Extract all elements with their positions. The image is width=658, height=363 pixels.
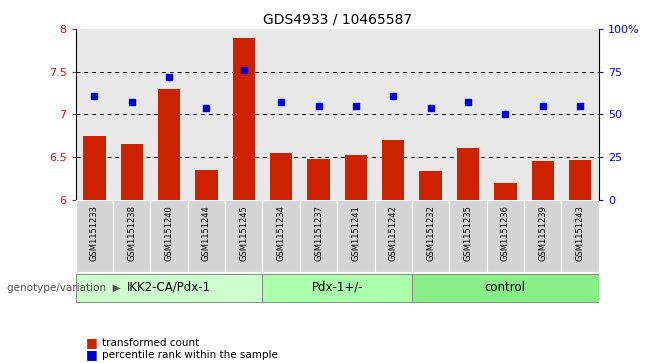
Bar: [382, 140, 405, 200]
Point: [239, 67, 249, 73]
Bar: [263, 200, 300, 272]
Bar: [113, 200, 151, 272]
Bar: [83, 136, 105, 200]
Text: Pdx-1+/-: Pdx-1+/-: [311, 281, 363, 294]
Point: [500, 111, 511, 117]
Point: [313, 103, 324, 109]
Point: [388, 93, 399, 98]
Title: GDS4933 / 10465587: GDS4933 / 10465587: [263, 12, 412, 26]
Point: [425, 105, 436, 110]
Text: GSM1151239: GSM1151239: [538, 205, 547, 261]
Text: GSM1151236: GSM1151236: [501, 205, 510, 261]
Text: GSM1151235: GSM1151235: [463, 205, 472, 261]
Bar: [345, 155, 367, 200]
Bar: [151, 200, 188, 272]
Text: GSM1151234: GSM1151234: [276, 205, 286, 261]
Bar: [338, 200, 374, 272]
Point: [351, 103, 361, 109]
Bar: [457, 148, 479, 200]
Text: ■: ■: [86, 337, 97, 350]
Point: [126, 99, 137, 105]
Text: GSM1151237: GSM1151237: [314, 205, 323, 261]
Point: [538, 103, 548, 109]
Bar: [300, 200, 338, 272]
Bar: [524, 200, 561, 272]
Text: GSM1151241: GSM1151241: [351, 205, 361, 261]
Text: genotype/variation  ▶: genotype/variation ▶: [7, 283, 120, 293]
Text: percentile rank within the sample: percentile rank within the sample: [102, 350, 278, 360]
Bar: [449, 200, 487, 272]
Bar: [307, 159, 330, 200]
Bar: [569, 160, 592, 200]
Text: GSM1151242: GSM1151242: [389, 205, 398, 261]
Point: [463, 99, 473, 105]
Bar: [76, 274, 263, 302]
Bar: [188, 200, 225, 272]
Text: GSM1151238: GSM1151238: [127, 205, 136, 261]
Text: GSM1151244: GSM1151244: [202, 205, 211, 261]
Bar: [487, 200, 524, 272]
Text: control: control: [485, 281, 526, 294]
Bar: [561, 200, 599, 272]
Bar: [532, 161, 554, 200]
Text: transformed count: transformed count: [102, 338, 199, 348]
Point: [276, 99, 286, 105]
Point: [89, 93, 99, 98]
Text: GSM1151245: GSM1151245: [240, 205, 248, 261]
Point: [164, 74, 174, 80]
Bar: [120, 144, 143, 200]
Bar: [412, 274, 599, 302]
Text: GSM1151232: GSM1151232: [426, 205, 435, 261]
Point: [201, 105, 212, 110]
Text: ■: ■: [86, 348, 97, 362]
Text: GSM1151243: GSM1151243: [576, 205, 584, 261]
Bar: [419, 171, 442, 200]
Text: GSM1151233: GSM1151233: [90, 205, 99, 261]
Text: IKK2-CA/Pdx-1: IKK2-CA/Pdx-1: [127, 281, 211, 294]
Bar: [76, 200, 113, 272]
Bar: [494, 183, 517, 200]
Bar: [412, 200, 449, 272]
Point: [575, 103, 586, 109]
Bar: [374, 200, 412, 272]
Bar: [195, 170, 218, 200]
Bar: [233, 37, 255, 200]
Bar: [263, 274, 412, 302]
Text: GSM1151240: GSM1151240: [164, 205, 174, 261]
Bar: [158, 89, 180, 200]
Bar: [225, 200, 263, 272]
Bar: [270, 153, 292, 200]
